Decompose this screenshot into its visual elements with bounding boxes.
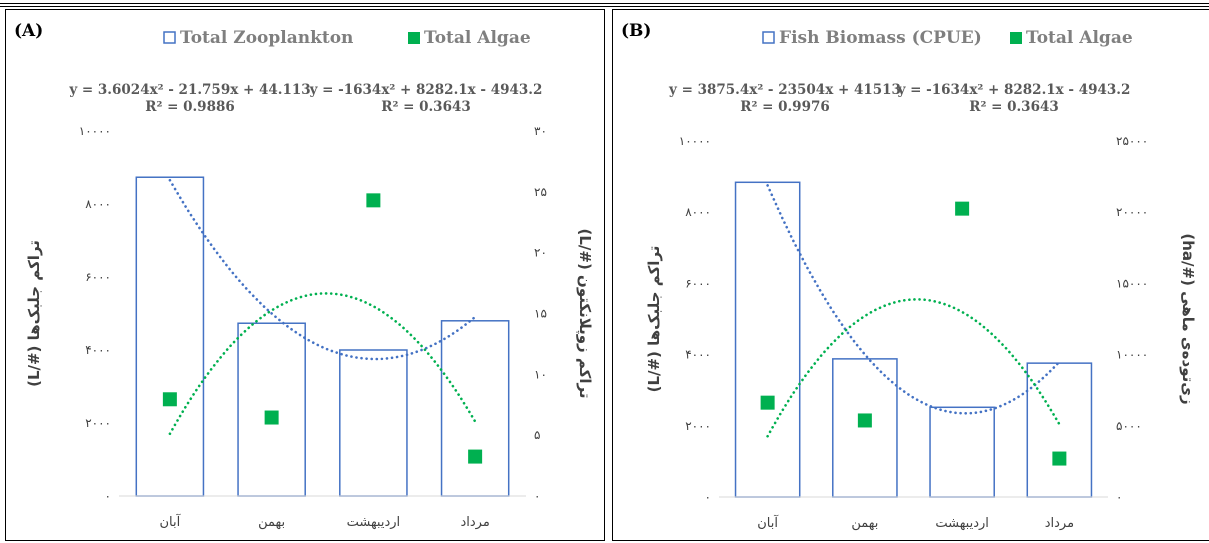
marker-point (1052, 451, 1067, 466)
x-tick-label: اردیبهشت (935, 516, 989, 531)
x-tick-label: بهمن (851, 516, 878, 531)
trendline-equation: y = -1634x² + 8282.1x - 4943.2 (309, 82, 543, 98)
y-tick-label-right: ۰ (534, 489, 540, 503)
trendline-bar-series (766, 184, 1061, 415)
chart-a: (A) Total Zooplankton Total Algae y = 3.602… (14, 21, 594, 530)
x-tick-label: آبان (757, 514, 779, 531)
marker-point (264, 410, 279, 425)
y-axis-title-right: تراکم زوپلانکتون (#/L) (575, 228, 594, 398)
y-tick-label-left: ۰ (705, 490, 711, 504)
y-tick-label-left: ۱۰۰۰۰ (679, 134, 711, 148)
y-tick-label-left: ۴۰۰۰ (685, 348, 711, 362)
y-tick-label-left: ۶۰۰۰ (85, 270, 111, 284)
y-tick-label-right: ۵۰۰۰ (1116, 419, 1142, 433)
trendline-equation: y = -1634x² + 8282.1x - 4943.2 (897, 82, 1131, 98)
marker-point (366, 193, 381, 208)
y-tick-label-left: ۱۰۰۰۰ (79, 124, 111, 138)
legend-swatch-bar (163, 31, 176, 44)
trendline-marker-series (168, 292, 477, 436)
marker-point (955, 201, 970, 216)
bar (135, 176, 205, 497)
x-tick-label: مرداد (1045, 516, 1074, 531)
x-tick-label: مرداد (460, 515, 489, 530)
marker-point (468, 449, 483, 464)
bar (832, 358, 898, 498)
y-tick-label-left: ۰ (105, 489, 111, 503)
trendline-marker-series (766, 298, 1061, 438)
y-axis-title-left: تراکم جلبک‌ها (#/L) (25, 240, 43, 387)
bar (734, 181, 801, 498)
y-tick-label-right: ۲۵ (534, 185, 547, 199)
y-tick-label-right: ۲۵۰۰۰ (1116, 134, 1148, 148)
panel-label: (A) (14, 21, 43, 41)
trendline-r2: R² = 0.9976 (740, 99, 830, 115)
legend-label-marker: Total Algae (1026, 28, 1133, 48)
y-tick-label-left: ۲۰۰۰ (85, 416, 111, 430)
legend-swatch-bar (762, 31, 775, 44)
panel-label: (B) (621, 21, 651, 41)
y-tick-label-left: ۶۰۰۰ (685, 276, 711, 290)
chart-b: (B) Fish Biomass (CPUE) Total Algae y = 387… (621, 21, 1197, 531)
legend-swatch-marker (1010, 32, 1022, 44)
bar (237, 322, 306, 497)
x-tick-label: اردیبهشت (347, 515, 401, 530)
y-tick-label-right: ۱۰۰۰۰ (1116, 348, 1148, 362)
bar (1026, 362, 1093, 498)
top-rule (0, 3, 1209, 4)
top-rule-double (0, 6, 1209, 7)
trendline-bar-series (168, 178, 477, 361)
trendline-equation: y = 3.6024x² - 21.759x + 44.113 (68, 82, 310, 98)
y-tick-label-right: ۱۵۰۰۰ (1116, 276, 1148, 290)
marker-point (857, 413, 872, 428)
panel-a: (A) Total Zooplankton Total Algae y = 3.602… (5, 9, 605, 541)
trendline-r2: R² = 0.3643 (381, 99, 471, 115)
y-axis-title-left: تراکم جلبک‌ها (#/L) (645, 246, 663, 393)
y-tick-label-left: ۸۰۰۰ (85, 197, 111, 211)
y-tick-label-left: ۲۰۰۰ (685, 419, 711, 433)
y-tick-label-right: ۲۰ (534, 246, 547, 260)
y-tick-label-right: ۲۰۰۰۰ (1116, 205, 1148, 219)
y-tick-label-right: ۱۰ (534, 367, 547, 381)
y-tick-label-left: ۴۰۰۰ (85, 343, 111, 357)
trendline-r2: R² = 0.9886 (145, 99, 235, 115)
bar (440, 320, 510, 497)
bar (929, 406, 995, 498)
legend-label-bar: Total Zooplankton (180, 28, 353, 48)
legend-swatch-marker (408, 32, 420, 44)
trendline-r2: R² = 0.3643 (969, 99, 1059, 115)
y-tick-label-right: ۵ (534, 428, 540, 442)
marker-point (162, 392, 177, 407)
legend-label-marker: Total Algae (424, 28, 531, 48)
x-tick-label: آبان (160, 513, 182, 530)
y-tick-label-left: ۸۰۰۰ (685, 205, 711, 219)
bar (339, 349, 408, 497)
trendline-equation: y = 3875.4x² - 23504x + 41513 (668, 82, 901, 98)
marker-point (760, 395, 775, 410)
y-tick-label-right: ۰ (1116, 490, 1122, 504)
y-tick-label-right: ۳۰ (534, 124, 547, 138)
y-axis-title-right: زی‌توده‌ی ماهی (#/ha) (1179, 233, 1197, 404)
legend-label-bar: Fish Biomass (CPUE) (779, 28, 982, 48)
y-tick-label-right: ۱۵ (534, 307, 547, 321)
x-tick-label: بهمن (258, 515, 285, 530)
panel-b: (B) Fish Biomass (CPUE) Total Algae y = 387… (612, 9, 1209, 541)
